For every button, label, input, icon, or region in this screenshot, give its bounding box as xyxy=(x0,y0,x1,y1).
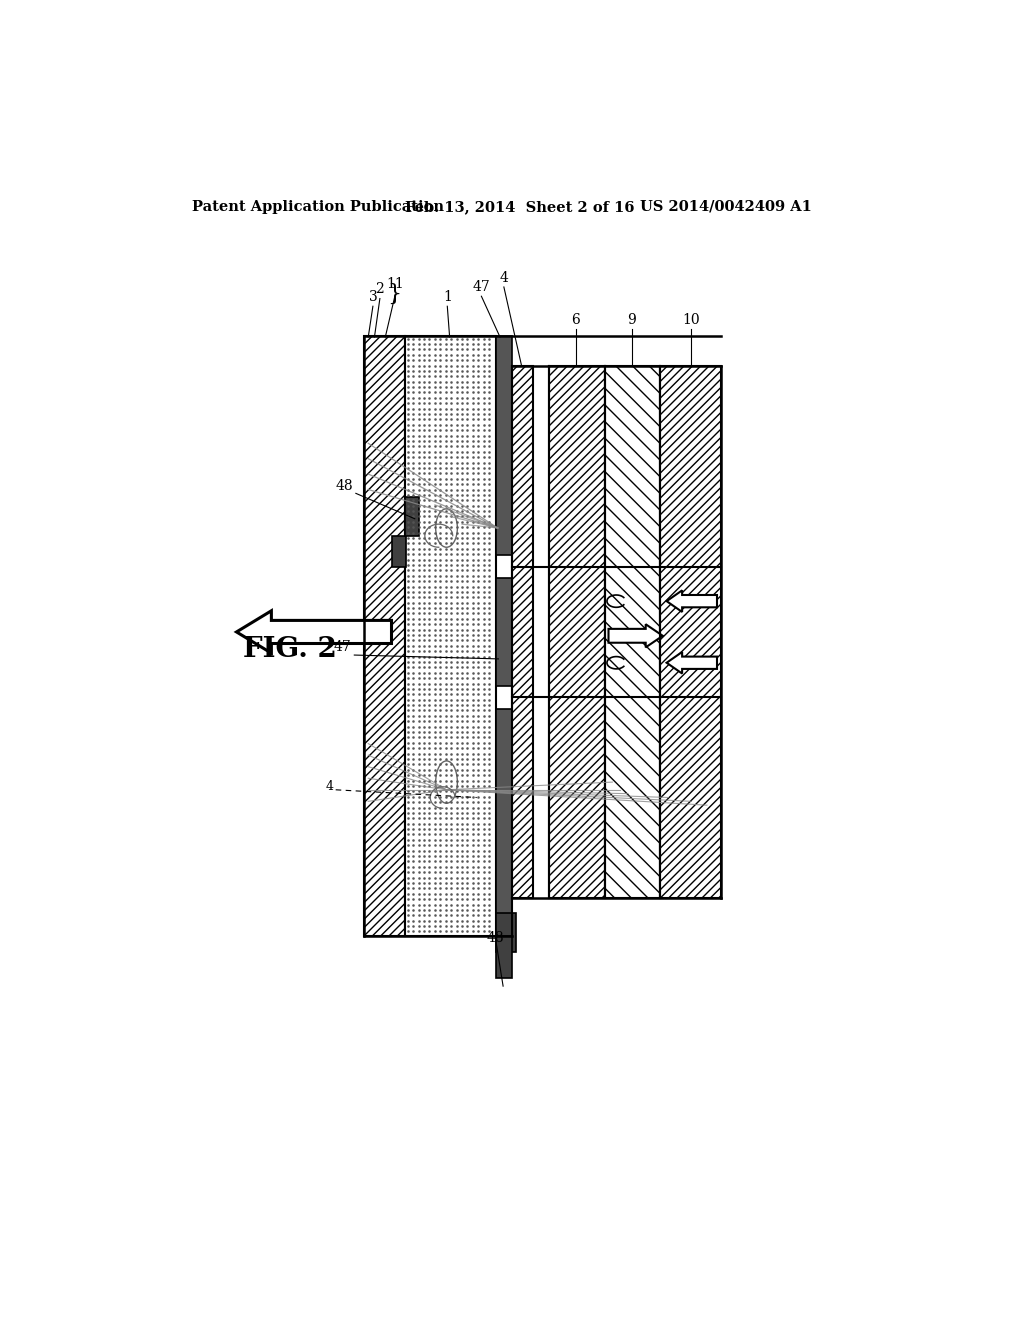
Text: 6: 6 xyxy=(571,313,581,327)
Text: 4: 4 xyxy=(326,780,334,793)
Bar xyxy=(496,335,512,554)
Text: 48: 48 xyxy=(486,932,504,945)
Text: Patent Application Publication: Patent Application Publication xyxy=(191,199,443,214)
Text: 1: 1 xyxy=(442,290,452,304)
Text: Feb. 13, 2014  Sheet 2 of 16: Feb. 13, 2014 Sheet 2 of 16 xyxy=(406,199,635,214)
Bar xyxy=(365,335,404,936)
Text: 48: 48 xyxy=(335,479,352,492)
Bar xyxy=(660,367,721,898)
Bar xyxy=(496,578,512,686)
Bar xyxy=(604,367,660,898)
Bar xyxy=(496,936,512,978)
Bar xyxy=(404,498,419,536)
Text: FIG. 2: FIG. 2 xyxy=(243,636,337,664)
Text: US 2014/0042409 A1: US 2014/0042409 A1 xyxy=(640,199,811,214)
Bar xyxy=(496,913,515,952)
FancyArrow shape xyxy=(667,590,717,612)
Bar xyxy=(512,367,534,898)
Bar xyxy=(496,709,512,936)
FancyArrow shape xyxy=(237,611,391,653)
Bar xyxy=(392,536,407,566)
Bar xyxy=(549,367,604,898)
Text: 47: 47 xyxy=(334,640,351,655)
FancyArrow shape xyxy=(608,624,663,647)
Text: 2: 2 xyxy=(376,282,384,296)
Text: 4: 4 xyxy=(500,271,508,285)
Text: 47: 47 xyxy=(472,280,490,294)
FancyArrow shape xyxy=(667,652,717,673)
Text: 10: 10 xyxy=(682,313,699,327)
Text: }: } xyxy=(388,282,401,305)
Text: 3: 3 xyxy=(369,290,377,304)
Bar xyxy=(404,335,496,936)
Text: 11: 11 xyxy=(386,277,404,290)
Text: 9: 9 xyxy=(628,313,636,327)
